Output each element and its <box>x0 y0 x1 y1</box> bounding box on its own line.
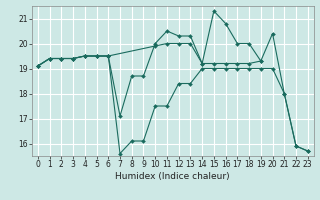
X-axis label: Humidex (Indice chaleur): Humidex (Indice chaleur) <box>116 172 230 181</box>
